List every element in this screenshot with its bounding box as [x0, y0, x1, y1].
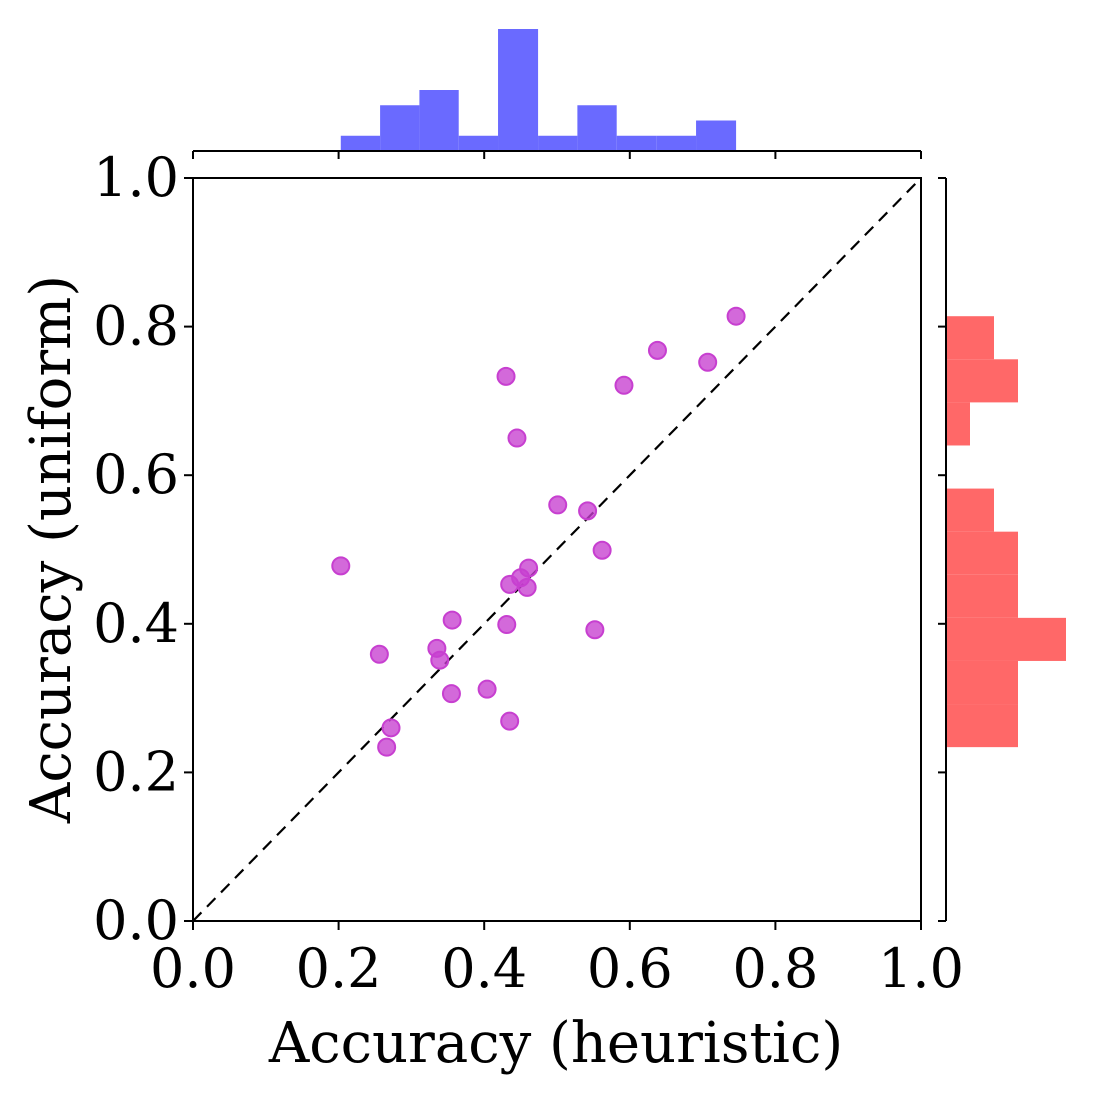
scatter-point [442, 610, 462, 630]
right-histogram-bar [946, 531, 1018, 575]
right-histogram-bar [946, 704, 1018, 748]
reference-line-layer [192, 177, 922, 922]
scatter-point [377, 737, 397, 757]
scatter-point [517, 577, 537, 597]
top-histogram-bar [656, 135, 697, 151]
scatter-point [614, 375, 634, 395]
y-tick-label: 0.2 [93, 740, 179, 803]
top-histogram-bar [538, 135, 578, 151]
plot-frame [192, 177, 922, 922]
x-tick-label: 0.6 [587, 937, 673, 1000]
scatter-point [331, 556, 351, 576]
y-tick-label: 0.8 [93, 295, 179, 358]
top-histogram-bar [458, 135, 499, 151]
right-histogram-bar [946, 660, 1018, 705]
scatter-point [507, 428, 527, 448]
scatter-point [519, 558, 539, 578]
scatter-point [441, 684, 461, 704]
scatter-point [381, 718, 401, 738]
scatter-point [477, 679, 497, 699]
scatter-point [592, 540, 612, 560]
right-histogram-bar [946, 574, 1018, 618]
right-histogram [938, 177, 1066, 922]
points-layer [331, 306, 746, 757]
scatter-point [585, 620, 605, 640]
top-histogram-bar [616, 135, 657, 151]
right-histogram-bar [946, 488, 994, 532]
scatter-point [369, 644, 389, 664]
right-histogram-bar [946, 316, 994, 360]
y-tick-label: 0.4 [93, 592, 179, 655]
x-tick-label: 0.0 [150, 937, 236, 1000]
y-tick-label: 0.0 [93, 889, 179, 952]
top-histogram-bar [498, 29, 539, 151]
top-histogram-bar [340, 135, 381, 151]
right-histogram-bar [946, 617, 1066, 661]
scatter-point [578, 501, 598, 521]
x-tick-label: 0.8 [732, 937, 818, 1000]
x-tick-label: 0.4 [441, 937, 527, 1000]
right-histogram-bar [946, 402, 970, 446]
scatter-point [496, 366, 516, 386]
x-tick-label: 0.2 [296, 937, 382, 1000]
diagonal-reference-line [192, 177, 922, 922]
y-tick-labels: 0.0 0.2 0.4 0.6 0.8 1.0 [93, 146, 179, 952]
x-tick-labels: 0.0 0.2 0.4 0.6 0.8 1.0 [150, 937, 964, 1000]
scatter-point [548, 495, 568, 515]
scatter-point [698, 352, 718, 372]
right-histogram-bar [946, 359, 1018, 403]
scatter-point [726, 306, 746, 326]
top-histogram-bar [696, 120, 737, 151]
top-histogram-bar [577, 105, 617, 151]
top-histogram [192, 29, 922, 159]
main-axes [184, 177, 922, 930]
scatter-point [497, 615, 517, 635]
top-histogram-bar [419, 90, 459, 151]
x-tick-label: 1.0 [878, 937, 964, 1000]
scatter-point [430, 650, 450, 670]
top-histogram-bar [380, 105, 420, 151]
scatter-point [500, 711, 520, 731]
y-axis-label: Accuracy (uniform) [19, 275, 84, 824]
scatter-point [647, 340, 667, 360]
y-tick-label: 0.6 [93, 443, 179, 506]
x-axis-label: Accuracy (heuristic) [268, 1011, 843, 1076]
y-tick-label: 1.0 [93, 146, 179, 209]
